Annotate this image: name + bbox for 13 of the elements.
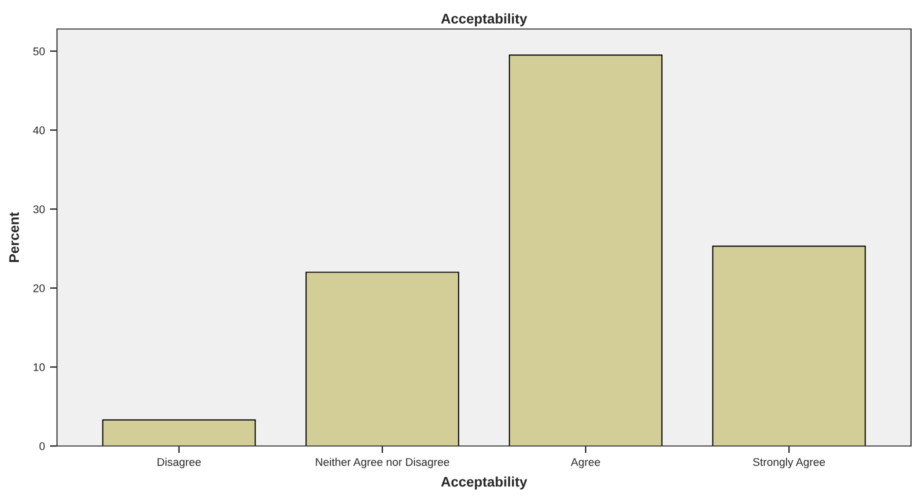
- chart-title: Acceptability: [441, 13, 528, 26]
- y-tick-label: 50: [33, 47, 45, 56]
- y-tick-label: 20: [33, 284, 45, 292]
- x-tick-label: Disagree: [158, 458, 201, 468]
- x-tick-label: Strongly Agree: [753, 458, 825, 468]
- y-tick-label: 10: [34, 363, 45, 372]
- y-tick-label: 30: [33, 205, 45, 214]
- y-axis-title: Percent: [9, 212, 19, 262]
- x-tick-label: Agree: [570, 458, 600, 468]
- x-axis-title: Acceptability: [441, 476, 528, 490]
- y-tick-label: 0: [39, 442, 45, 450]
- y-tick-label: 40: [33, 126, 45, 134]
- x-tick-label: Neither Agree nor Disagree: [316, 458, 450, 468]
